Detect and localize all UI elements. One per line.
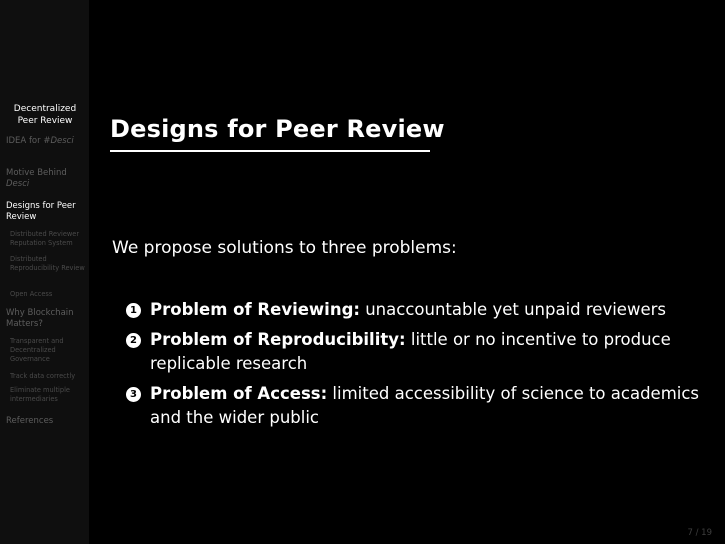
item-heading: Problem of Access: <box>150 384 328 403</box>
sidebar-subsection-transparent-governance[interactable]: Transparent and Decentralized Governance <box>10 337 64 363</box>
slide-area <box>89 0 725 544</box>
sidebar-subsection-track-data-correctly[interactable]: Track data correctly <box>10 372 76 380</box>
enumerated-item-2: 2 Problem of Reproducibility: little or … <box>126 328 706 376</box>
sidebar-section-designs-for-peer-review[interactable]: Designs for Peer Review <box>6 201 76 222</box>
item-text: limited accessibility of science to acad… <box>150 384 700 427</box>
sidebar-navigation: Decentralized Peer Review IDEA for #Desc… <box>0 0 89 544</box>
enumerated-item-3: 3 Problem of Access: limited accessibili… <box>126 382 706 430</box>
sidebar-subsection-eliminate-intermediaries[interactable]: Eliminate multiple intermediaries <box>10 386 70 403</box>
enumerated-item-1: 1 Problem of Reviewing: unaccountable ye… <box>126 298 706 322</box>
sidebar-subsection-distributed-reproducibility-review[interactable]: Distributed Reproducibility Review <box>10 255 85 272</box>
sidebar-presentation-title[interactable]: Decentralized Peer Review <box>13 104 77 126</box>
title-underline <box>110 150 430 152</box>
item-heading: Problem of Reviewing: <box>150 300 360 319</box>
item-text: little or no incentive to produce replic… <box>150 330 671 373</box>
slide-intro-text: We propose solutions to three problems: <box>112 238 457 258</box>
item-number-badge: 2 <box>126 333 141 348</box>
sidebar-section-idea-for-desci[interactable]: IDEA for #Desci <box>6 136 74 146</box>
item-number-badge: 1 <box>126 303 141 318</box>
sidebar-subsection-distributed-reviewer-reputation[interactable]: Distributed Reviewer Reputation System <box>10 230 80 247</box>
sidebar-section-motive-behind-desci[interactable]: Motive Behind Desci <box>6 168 67 189</box>
page-number: 7 / 19 <box>687 528 713 538</box>
sidebar-section-why-blockchain-matters[interactable]: Why Blockchain Matters? <box>6 308 74 329</box>
sidebar-subsection-open-access[interactable]: Open Access <box>10 290 53 298</box>
item-heading: Problem of Reproducibility: <box>150 330 406 349</box>
item-text: unaccountable yet unpaid reviewers <box>359 300 666 319</box>
sidebar-section-references[interactable]: References <box>6 416 54 426</box>
item-number-badge: 3 <box>126 387 141 402</box>
slide-title: Designs for Peer Review <box>110 115 445 143</box>
